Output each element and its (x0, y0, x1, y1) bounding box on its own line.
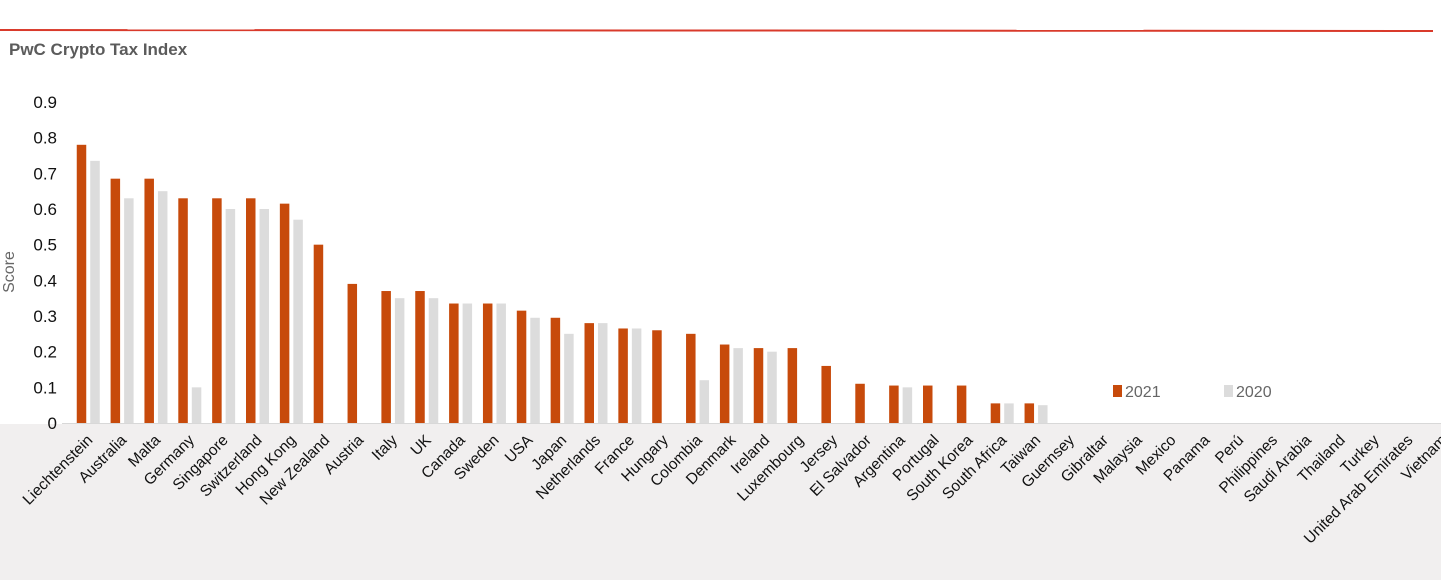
bar-2020 (428, 298, 439, 423)
bar-2020 (225, 209, 236, 423)
bar-2021 (550, 317, 561, 423)
legend: 2021 2020 (1113, 384, 1272, 401)
bar-2020 (902, 387, 913, 423)
bar-2021 (212, 198, 222, 423)
bar-2020 (564, 333, 574, 423)
y-axis-title: Score (1, 251, 18, 293)
category-label-band (0, 424, 1441, 580)
bar-2021 (923, 385, 933, 423)
bar-2021 (686, 333, 696, 423)
bars-group (76, 144, 1048, 424)
bar-2020 (293, 219, 303, 423)
x-axis-category-labels: LiechtensteinAustraliaMaltaGermanySingap… (20, 431, 1441, 547)
bar-2021 (347, 283, 358, 423)
bar-2021 (313, 244, 324, 423)
bar-2020 (598, 323, 608, 423)
bar-2020 (157, 191, 168, 423)
bar-2021 (144, 178, 154, 423)
bar-2021 (787, 348, 798, 423)
bar-2021 (516, 310, 527, 423)
y-tick-label: 0.8 (33, 129, 57, 148)
y-axis-ticks: 0 0.1 0.2 0.3 0.4 0.5 0.6 0.7 0.8 0.9 (33, 93, 57, 433)
bar-2020 (259, 209, 269, 423)
legend-swatch-2021 (1113, 385, 1122, 397)
bar-2020 (699, 380, 710, 423)
bar-2021 (76, 144, 87, 424)
bar-2020 (394, 298, 405, 423)
y-tick-label: 0.6 (33, 200, 57, 219)
bar-2020 (496, 303, 506, 423)
y-tick-label: 0.3 (33, 307, 57, 326)
legend-label-2020: 2020 (1236, 384, 1272, 401)
bar-2021 (753, 348, 764, 423)
bar-2021 (652, 330, 662, 423)
bar-2021 (415, 291, 425, 423)
y-tick-label: 0 (48, 414, 57, 433)
bar-2021 (855, 383, 865, 423)
bar-2021 (821, 365, 831, 423)
bar-2021 (584, 323, 594, 423)
bar-2021 (178, 198, 188, 423)
y-tick-label: 0.9 (33, 93, 57, 112)
y-tick-label: 0.4 (33, 271, 57, 290)
bar-2020 (733, 348, 743, 423)
bar-2021 (110, 178, 121, 423)
y-tick-label: 0.5 (33, 236, 57, 255)
y-tick-label: 0.7 (33, 164, 57, 183)
bar-2021 (618, 328, 628, 423)
bar-2020 (1004, 403, 1014, 423)
bar-2020 (767, 351, 777, 423)
chart-title: PwC Crypto Tax Index (9, 40, 188, 59)
bar-2020 (631, 328, 642, 423)
bar-2020 (1038, 405, 1048, 423)
legend-swatch-2020 (1224, 385, 1233, 397)
bar-2021 (381, 291, 391, 423)
bar-2021 (889, 385, 899, 423)
bar-2020 (530, 317, 540, 423)
bar-2020 (191, 387, 202, 423)
bar-2021 (449, 303, 459, 423)
bar-2020 (90, 160, 100, 423)
bar-2021 (279, 203, 290, 423)
legend-label-2021: 2021 (1125, 384, 1161, 401)
bar-2020 (462, 303, 473, 423)
bar-2021 (719, 344, 730, 423)
x-tick-label: Italy (369, 432, 401, 464)
y-tick-label: 0.2 (33, 343, 57, 362)
bar-2021 (482, 303, 493, 423)
bar-2021 (1024, 403, 1035, 423)
y-tick-label: 0.1 (33, 378, 57, 397)
bar-2021 (246, 198, 256, 423)
bar-2020 (124, 198, 134, 423)
x-tick-label: UK (408, 431, 436, 459)
bar-2021 (990, 403, 1001, 423)
bar-2021 (956, 385, 967, 423)
